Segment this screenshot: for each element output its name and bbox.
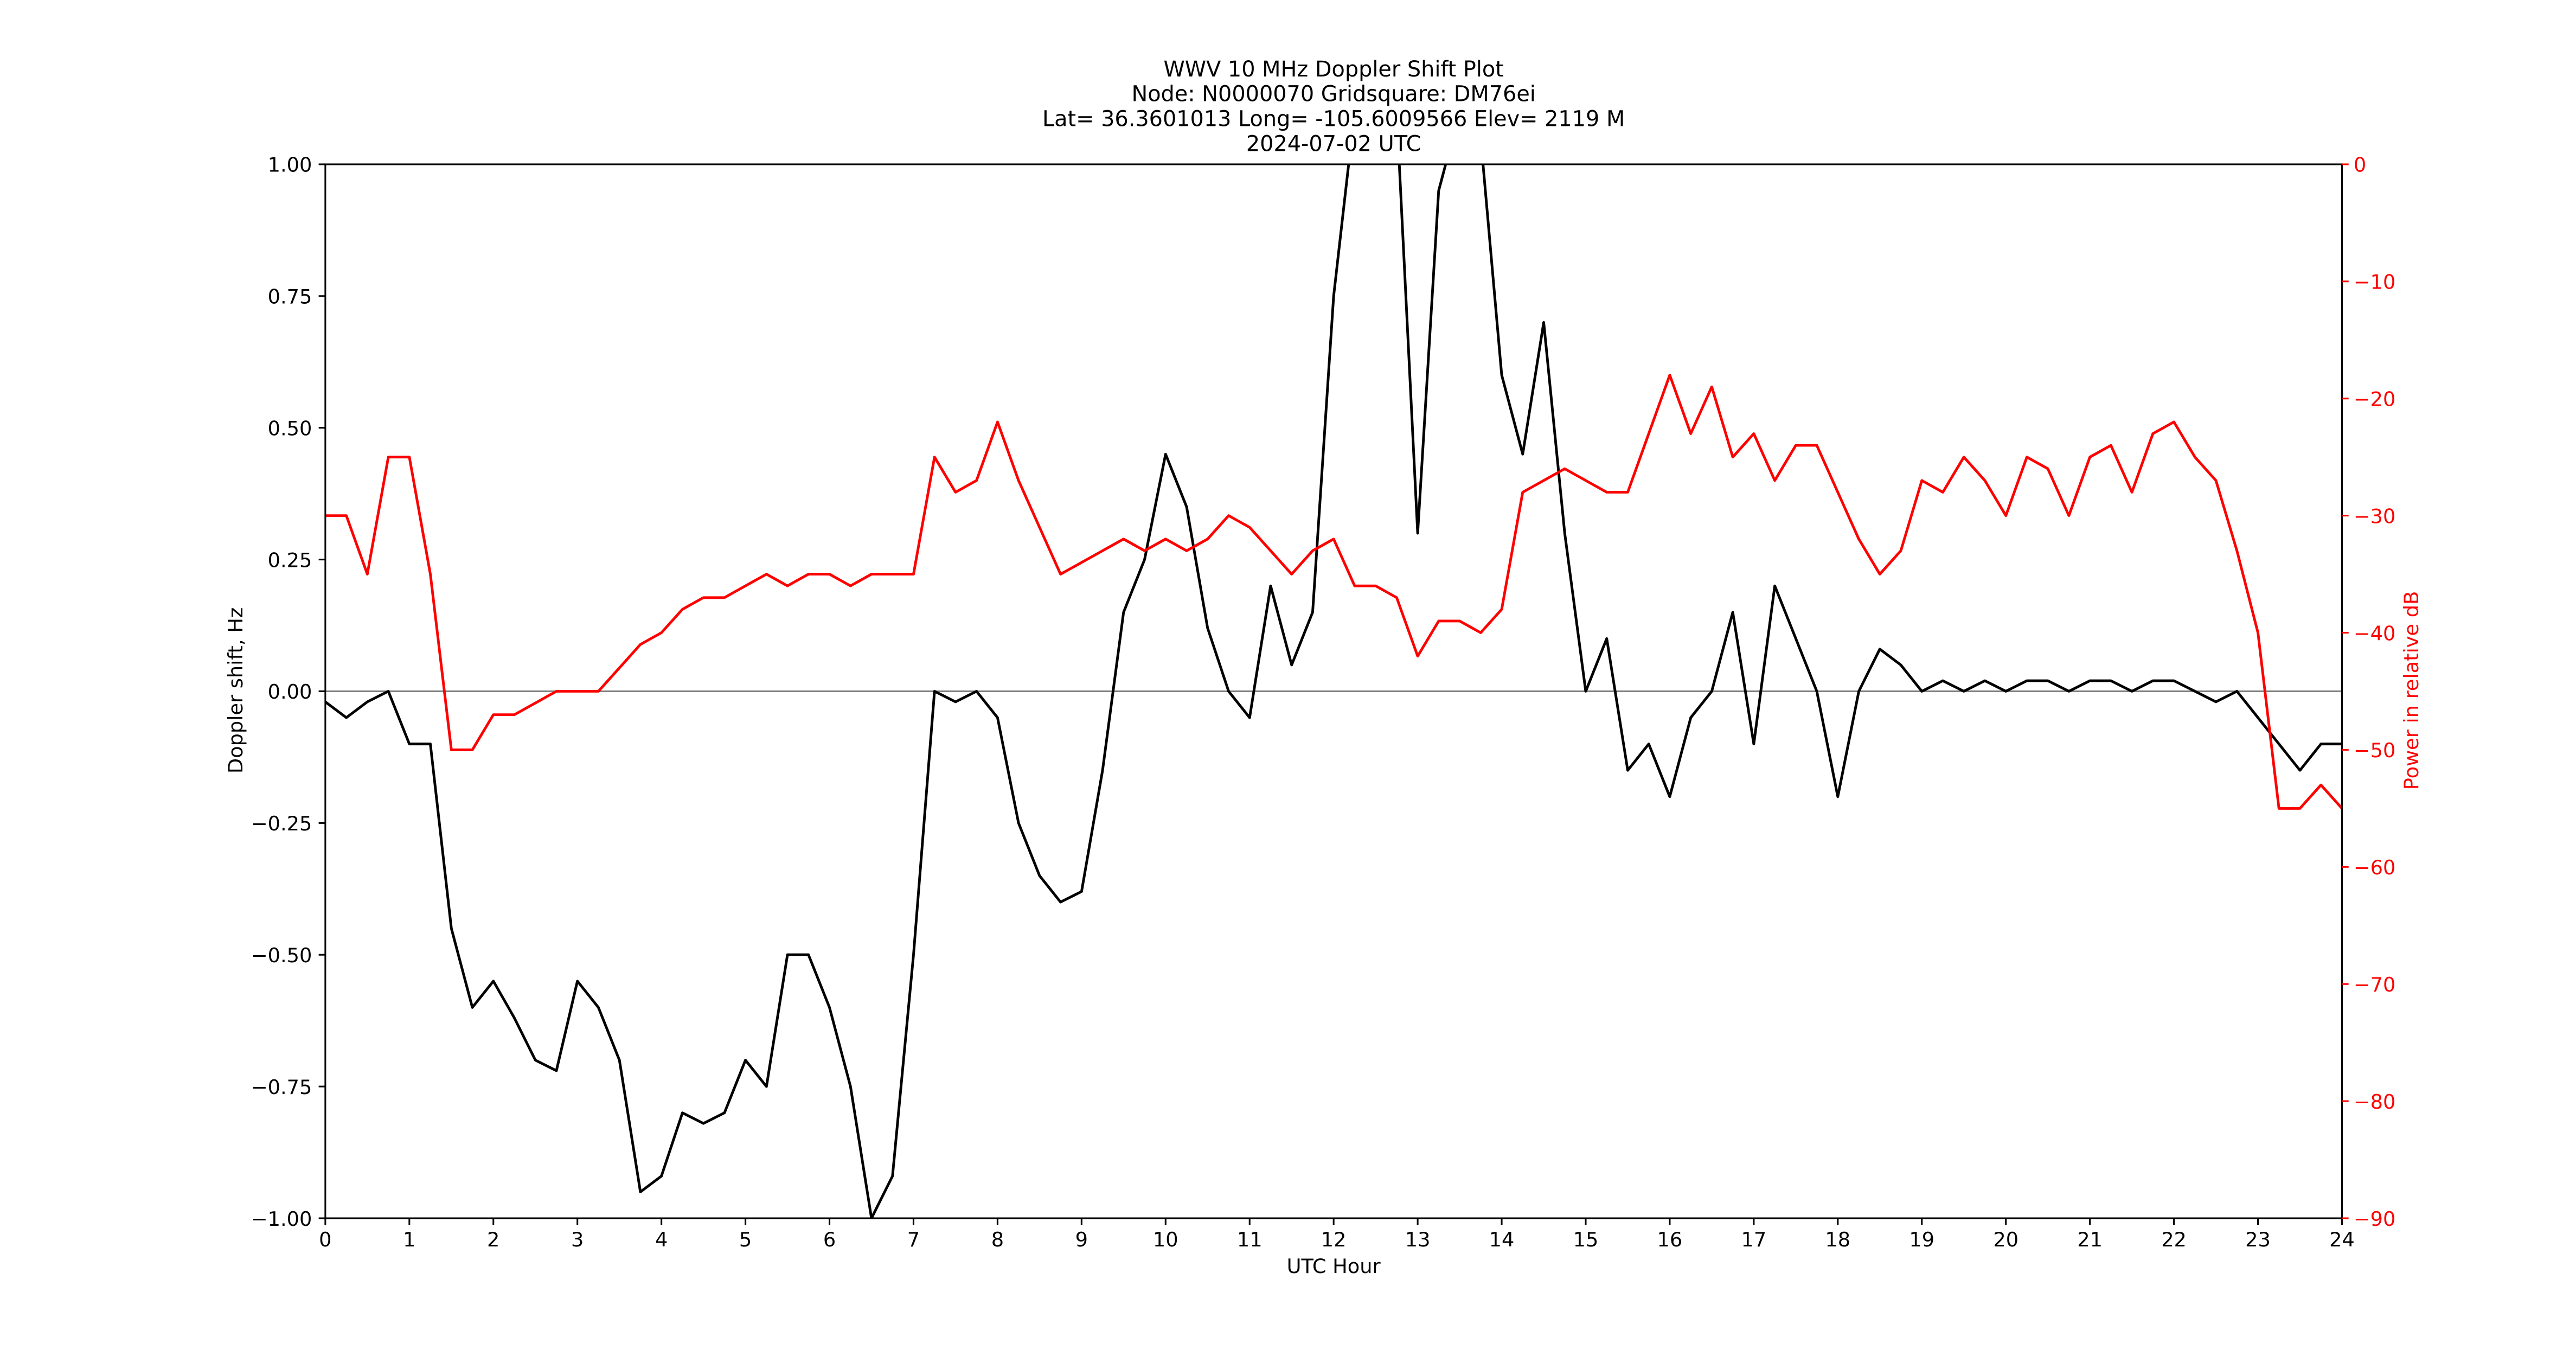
x-tick-label: 21	[2077, 1228, 2103, 1251]
y2-tick-label: 0	[2354, 153, 2366, 177]
x-tick-label: 10	[1153, 1228, 1178, 1251]
x-tick-label: 19	[1909, 1228, 1934, 1251]
x-tick-label: 6	[823, 1228, 836, 1251]
x-tick-label: 7	[907, 1228, 920, 1251]
y-tick-label: 0.25	[268, 548, 312, 572]
y-axis-label: Doppler shift, Hz	[224, 607, 247, 773]
x-tick-label: 5	[739, 1228, 752, 1251]
y2-tick-label: −10	[2354, 271, 2396, 294]
x-tick-label: 15	[1573, 1228, 1599, 1251]
x-tick-label: 20	[1993, 1228, 2018, 1251]
y-tick-label: 1.00	[268, 153, 312, 177]
x-tick-label: 23	[2245, 1228, 2271, 1251]
x-tick-label: 24	[2329, 1228, 2355, 1251]
y-tick-label: 0.75	[268, 285, 312, 309]
y2-tick-label: −40	[2354, 622, 2396, 645]
y2-tick-label: −30	[2354, 504, 2396, 528]
y-tick-label: −0.50	[251, 944, 312, 967]
y2-tick-label: −50	[2354, 739, 2396, 762]
x-tick-label: 13	[1405, 1228, 1431, 1251]
y2-tick-label: −20	[2354, 388, 2396, 411]
y2-tick-label: −80	[2354, 1090, 2396, 1114]
x-tick-label: 1	[403, 1228, 415, 1251]
chart-title: 2024-07-02 UTC	[1246, 131, 1421, 156]
y2-axis-label: Power in relative dB	[2400, 591, 2423, 790]
y-tick-label: −0.25	[251, 812, 312, 835]
y2-tick-label: −70	[2354, 973, 2396, 996]
y2-tick-label: −60	[2354, 856, 2396, 879]
x-tick-label: 9	[1075, 1228, 1088, 1251]
x-axis-label: UTC Hour	[1287, 1255, 1381, 1278]
data-line	[325, 374, 2342, 810]
x-tick-label: 2	[487, 1228, 499, 1251]
y-tick-label: −1.00	[251, 1207, 312, 1231]
x-tick-label: 11	[1237, 1228, 1263, 1251]
y-tick-label: 0.00	[268, 680, 312, 703]
x-tick-label: 16	[1657, 1228, 1683, 1251]
x-tick-label: 12	[1321, 1228, 1347, 1251]
x-tick-label: 3	[571, 1228, 584, 1251]
x-tick-label: 18	[1825, 1228, 1850, 1251]
y-tick-label: −0.75	[251, 1076, 312, 1099]
x-tick-label: 22	[2161, 1228, 2187, 1251]
x-tick-label: 17	[1741, 1228, 1767, 1251]
y-tick-label: 0.50	[268, 417, 312, 440]
x-tick-label: 4	[655, 1228, 668, 1251]
x-tick-label: 0	[319, 1228, 331, 1251]
y2-tick-label: −90	[2354, 1207, 2396, 1231]
x-tick-label: 14	[1489, 1228, 1515, 1251]
chart-title: Node: N0000070 Gridsquare: DM76ei	[1131, 82, 1535, 107]
x-tick-label: 8	[991, 1228, 1004, 1251]
chart-title: WWV 10 MHz Doppler Shift Plot	[1163, 57, 1503, 82]
chart-title: Lat= 36.3601013 Long= -105.6009566 Elev=…	[1042, 107, 1625, 132]
plot-area	[325, 164, 2342, 1219]
data-line	[325, 164, 2342, 1219]
